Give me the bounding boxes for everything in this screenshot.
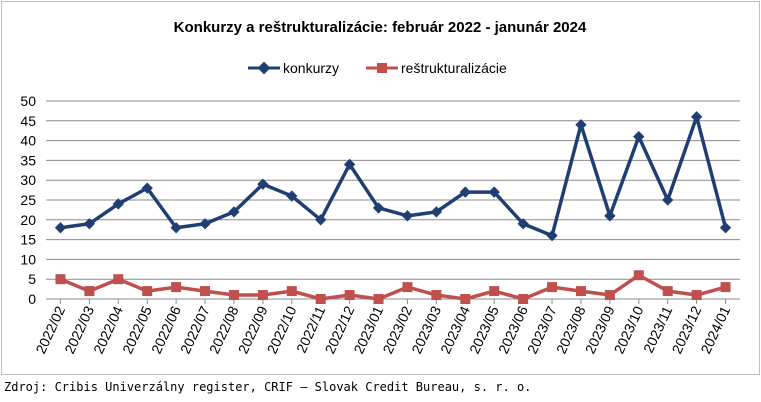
data-point-konkurzy bbox=[315, 214, 327, 226]
data-point-restrukturalizacie bbox=[228, 290, 239, 301]
data-point-konkurzy bbox=[257, 178, 269, 190]
data-point-restrukturalizacie bbox=[575, 286, 586, 297]
data-point-restrukturalizacie bbox=[691, 290, 702, 301]
data-point-restrukturalizacie bbox=[604, 290, 615, 301]
data-point-restrukturalizacie bbox=[547, 282, 558, 293]
legend: konkurzy reštrukturalizácie bbox=[248, 60, 507, 76]
data-point-konkurzy bbox=[488, 186, 500, 198]
data-point-restrukturalizacie bbox=[142, 286, 153, 297]
data-point-restrukturalizacie bbox=[113, 274, 124, 285]
y-tick-label: 15 bbox=[20, 232, 36, 248]
y-tick-label: 40 bbox=[20, 133, 36, 149]
data-point-konkurzy bbox=[286, 190, 298, 202]
data-point-restrukturalizacie bbox=[84, 286, 95, 297]
data-point-restrukturalizacie bbox=[55, 274, 66, 285]
data-point-konkurzy bbox=[517, 218, 529, 230]
data-point-konkurzy bbox=[401, 210, 414, 222]
gridlines bbox=[46, 100, 740, 280]
legend-marker-konkurzy bbox=[257, 61, 271, 75]
y-tick-label: 50 bbox=[20, 93, 36, 109]
y-tick-label: 20 bbox=[20, 212, 36, 228]
data-point-konkurzy bbox=[141, 182, 153, 194]
data-point-restrukturalizacie bbox=[431, 290, 442, 301]
series-line-konkurzy bbox=[60, 115, 728, 238]
chart-title: Konkurzy a reštrukturalizácie: február 2… bbox=[174, 19, 587, 36]
data-point-konkurzy bbox=[170, 222, 182, 234]
y-tick-label: 30 bbox=[20, 172, 36, 188]
y-tick-label: 0 bbox=[28, 291, 36, 307]
data-point-restrukturalizacie bbox=[286, 286, 297, 297]
data-point-konkurzy bbox=[199, 218, 211, 230]
data-point-restrukturalizacie bbox=[518, 294, 529, 304]
legend-marker-restrukturalizacie bbox=[377, 63, 387, 73]
legend-label-restrukturalizacie: reštrukturalizácie bbox=[401, 60, 507, 76]
y-tick-label: 45 bbox=[20, 113, 36, 129]
y-axis: 0 5 10 15 20 25 30 35 40 45 50 bbox=[20, 93, 36, 307]
data-point-konkurzy bbox=[633, 130, 645, 143]
data-point-restrukturalizacie bbox=[460, 294, 471, 304]
legend-item-konkurzy: konkurzy bbox=[248, 60, 339, 76]
data-point-restrukturalizacie bbox=[402, 282, 413, 293]
data-point-konkurzy bbox=[54, 222, 67, 234]
data-point-konkurzy bbox=[459, 186, 471, 198]
y-tick-label: 10 bbox=[20, 251, 36, 267]
data-point-konkurzy bbox=[604, 210, 616, 222]
data-point-konkurzy bbox=[719, 222, 732, 234]
data-point-restrukturalizacie bbox=[344, 290, 355, 301]
data-point-konkurzy bbox=[662, 194, 674, 206]
data-point-restrukturalizacie bbox=[720, 282, 731, 293]
data-point-konkurzy bbox=[372, 202, 385, 214]
data-point-restrukturalizacie bbox=[373, 294, 384, 304]
y-tick-label: 5 bbox=[28, 271, 36, 287]
data-point-restrukturalizacie bbox=[489, 286, 500, 297]
source-note: Zdroj: Cribis Univerzálny register, CRIF… bbox=[4, 380, 532, 394]
y-tick-label: 35 bbox=[20, 152, 36, 168]
data-point-konkurzy bbox=[228, 206, 240, 218]
y-tick-label: 25 bbox=[20, 192, 36, 208]
data-point-restrukturalizacie bbox=[315, 294, 326, 304]
data-point-restrukturalizacie bbox=[633, 270, 644, 281]
data-point-restrukturalizacie bbox=[171, 282, 182, 293]
data-point-konkurzy bbox=[343, 158, 356, 171]
data-point-restrukturalizacie bbox=[257, 290, 268, 301]
data-point-restrukturalizacie bbox=[200, 286, 211, 297]
data-point-restrukturalizacie bbox=[662, 286, 673, 297]
legend-label-konkurzy: konkurzy bbox=[283, 60, 339, 76]
data-point-konkurzy bbox=[546, 229, 558, 242]
data-point-konkurzy bbox=[430, 206, 443, 218]
x-axis: 2022/022022/032022/042022/052022/062022/… bbox=[32, 298, 740, 356]
legend-item-restrukturalizacie: reštrukturalizácie bbox=[366, 60, 507, 76]
